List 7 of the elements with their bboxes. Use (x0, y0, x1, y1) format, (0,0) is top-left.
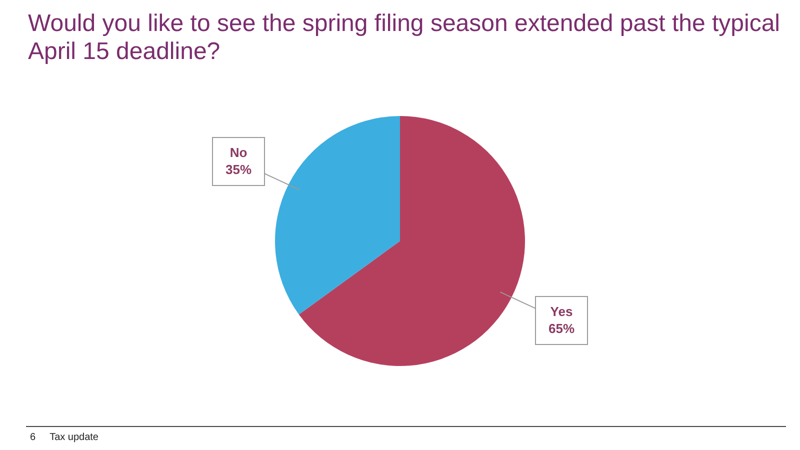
chart-title: Would you like to see the spring filing season extended past the typical April 15 deadline? (27, 9, 782, 66)
text: 6 (30, 432, 36, 443)
slice-label: Yes (550, 304, 573, 320)
slice-label: No (230, 145, 248, 160)
data-label: 65% (548, 321, 575, 336)
text: Tax update (50, 432, 98, 443)
data-label: 35% (225, 162, 252, 178)
